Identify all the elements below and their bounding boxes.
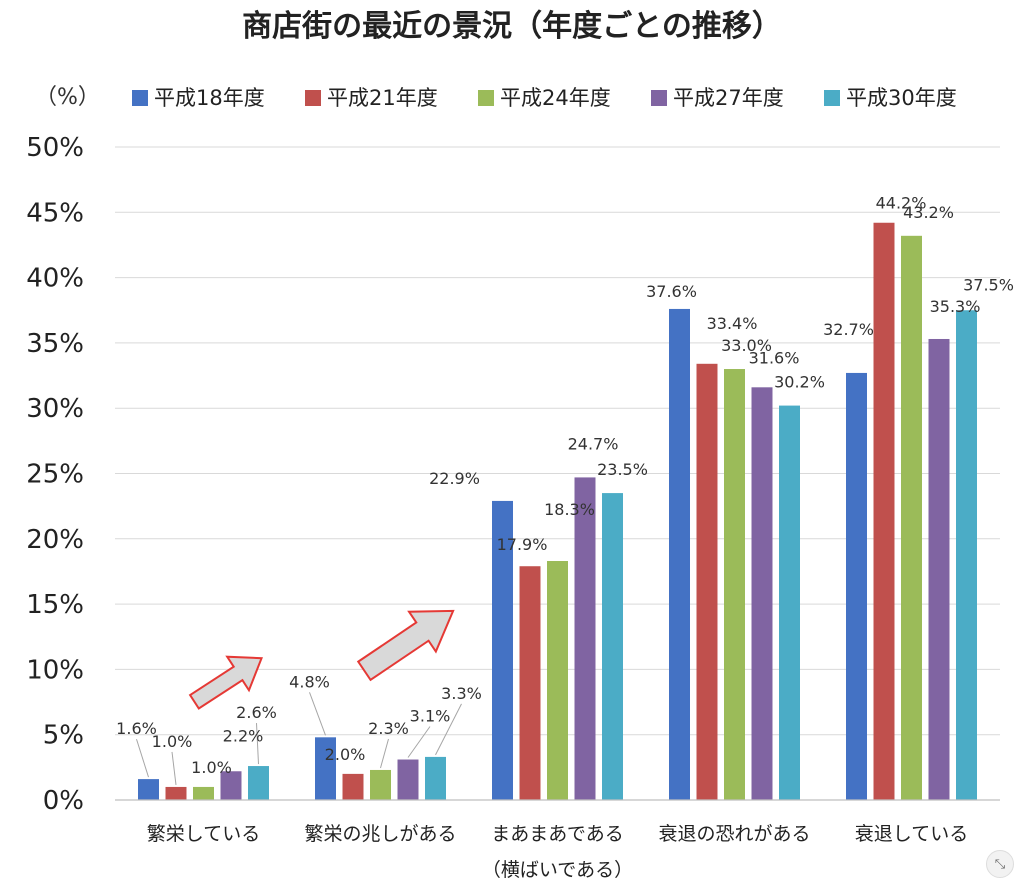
category-label-sub: （横ばいである） — [482, 859, 633, 881]
bar — [602, 493, 623, 800]
legend-label: 平成27年度 — [673, 86, 784, 110]
data-label: 35.3% — [930, 297, 981, 316]
bar — [370, 769, 391, 800]
data-label: 17.9% — [497, 535, 548, 554]
legend-label: 平成30年度 — [846, 86, 957, 110]
data-label: 31.6% — [749, 348, 800, 367]
category-label: 衰退の恐れがある — [658, 823, 810, 845]
y-tick-label: 45% — [26, 198, 84, 228]
legend: 平成18年度 平成21年度 平成24年度 平成27年度 平成30年度 — [132, 86, 957, 110]
bar — [193, 786, 214, 800]
bar — [956, 310, 977, 800]
label-leader — [136, 738, 149, 778]
legend-label: 平成24年度 — [500, 86, 611, 110]
bar — [138, 779, 159, 800]
bar — [669, 308, 690, 800]
legend-swatch — [305, 90, 321, 106]
bar — [519, 566, 541, 800]
bar — [342, 773, 364, 800]
trend-arrow-1 — [188, 655, 263, 710]
category-labels: 繁栄している 繁栄の兆しがある まあまあである （横ばいである） 衰退の恐れがある 衰退し… — [147, 823, 968, 881]
y-tick-label: 20% — [26, 525, 84, 555]
data-label: 3.1% — [410, 707, 451, 726]
data-label: 37.6% — [646, 282, 697, 301]
data-label: 1.6% — [116, 719, 157, 738]
data-label: 24.7% — [568, 434, 619, 453]
data-label: 37.5% — [963, 275, 1014, 294]
bar — [492, 500, 513, 800]
bar — [220, 771, 242, 800]
data-label: 1.0% — [191, 758, 232, 777]
data-labels: 1.6% 4.8% 22.9% 37.6% 32.7% 1.0% 2.0% 17.9% 33.4… — [116, 194, 1014, 777]
data-label: 2.6% — [236, 703, 277, 722]
data-label: 3.3% — [441, 684, 482, 703]
y-tick-label: 10% — [26, 655, 84, 685]
trend-arrow-2 — [356, 609, 455, 682]
bar — [425, 756, 446, 800]
legend-label: 平成18年度 — [154, 86, 265, 110]
y-axis-ticks: 0% 5% 10% 15% 20% 25% 30% 35% 40% 45% 50% — [26, 133, 84, 816]
bar — [873, 222, 895, 801]
legend-label: 平成21年度 — [327, 86, 438, 110]
bar — [696, 363, 718, 800]
data-label: 18.3% — [544, 500, 595, 519]
bar — [397, 759, 419, 800]
y-tick-label: 15% — [26, 590, 84, 620]
category-label: 繁栄の兆しがある — [304, 823, 456, 845]
bar — [779, 405, 800, 800]
y-tick-label: 40% — [26, 264, 84, 294]
data-label: 23.5% — [597, 460, 648, 479]
data-label: 33.0% — [721, 336, 772, 355]
trend-arrows — [188, 609, 455, 710]
bar — [547, 561, 568, 800]
bar — [248, 766, 269, 800]
label-leader — [380, 738, 389, 769]
label-leaders — [136, 692, 462, 786]
label-leader — [407, 726, 431, 758]
collapse-icon: ⤡ — [994, 856, 1006, 872]
bar — [724, 369, 745, 800]
data-label: 43.2% — [903, 203, 954, 222]
legend-swatch — [651, 90, 667, 106]
bar — [574, 477, 596, 800]
data-label: 33.4% — [707, 314, 758, 333]
bar — [846, 372, 867, 800]
data-label: 2.3% — [368, 719, 409, 738]
chart-title: 商店街の最近の景況（年度ごとの推移） — [242, 9, 782, 44]
y-tick-label: 0% — [43, 786, 84, 816]
bar — [901, 235, 922, 801]
bar — [928, 338, 950, 800]
data-label: 32.7% — [823, 320, 874, 339]
data-label: 4.8% — [289, 672, 330, 691]
data-label: 1.0% — [152, 732, 193, 751]
bar — [315, 737, 336, 800]
y-tick-label: 35% — [26, 329, 84, 359]
legend-swatch — [478, 90, 494, 106]
label-leader — [171, 751, 177, 786]
label-leader — [435, 703, 462, 756]
category-label: まあまあである — [491, 823, 623, 845]
unit-label: （%） — [35, 85, 100, 110]
category-label: 衰退している — [855, 823, 968, 845]
data-label: 22.9% — [429, 469, 480, 488]
category-label: 繁栄している — [147, 823, 260, 845]
y-tick-label: 25% — [26, 460, 84, 490]
bar — [165, 786, 187, 800]
label-leader — [256, 723, 259, 765]
bars — [138, 222, 977, 801]
collapse-button[interactable]: ⤡ — [986, 850, 1014, 878]
data-label: 2.0% — [325, 745, 366, 764]
data-label: 30.2% — [774, 373, 825, 392]
y-tick-label: 5% — [43, 721, 84, 751]
data-label: 2.2% — [223, 726, 264, 745]
bar — [751, 387, 773, 800]
legend-swatch — [824, 90, 840, 106]
data-label: 44.2% — [876, 194, 927, 213]
y-tick-label: 30% — [26, 394, 84, 424]
y-tick-label: 50% — [26, 133, 84, 163]
legend-swatch — [132, 90, 148, 106]
gridlines — [115, 146, 1000, 736]
label-leader — [309, 692, 326, 736]
